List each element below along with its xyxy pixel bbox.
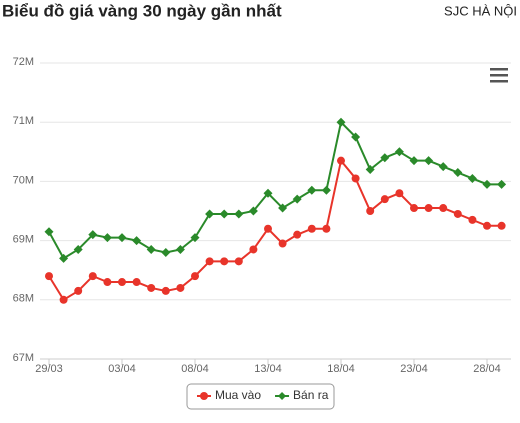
point: [88, 272, 97, 281]
point: [278, 239, 287, 248]
x-tick-label: 08/04: [181, 363, 209, 375]
point: [74, 286, 83, 295]
legend-item[interactable]: Bán ra: [275, 388, 329, 402]
point: [102, 233, 112, 243]
x-tick-label: 29/03: [35, 363, 63, 375]
point: [205, 257, 214, 266]
legend-marker: [200, 392, 208, 400]
point: [205, 209, 215, 219]
point: [118, 278, 126, 287]
point: [380, 195, 389, 204]
point: [497, 221, 506, 230]
point: [351, 132, 361, 142]
y-tick-label: 71M: [13, 115, 34, 127]
point: [263, 188, 273, 198]
point: [292, 194, 302, 204]
point: [467, 173, 477, 183]
x-tick-label: 28/04: [473, 363, 501, 375]
x-tick-label: 18/04: [327, 363, 355, 375]
point: [234, 209, 244, 219]
point: [424, 156, 434, 166]
point: [147, 283, 156, 292]
point: [307, 224, 316, 233]
point: [161, 247, 171, 257]
point: [293, 230, 302, 239]
point: [264, 224, 272, 233]
point: [103, 278, 112, 287]
point: [409, 156, 419, 166]
point: [410, 204, 418, 213]
chart-subtitle: SJC HÀ NỘI: [444, 3, 517, 18]
x-tick-label: 23/04: [400, 363, 428, 375]
legend-marker: [278, 392, 287, 400]
point: [59, 253, 69, 263]
chart-title: Biểu đồ giá vàng 30 ngày gần nhất: [2, 1, 282, 20]
y-tick-label: 69M: [13, 234, 34, 246]
point: [146, 244, 156, 254]
point: [132, 278, 141, 287]
point: [424, 204, 433, 213]
x-tick-label: 03/04: [108, 363, 136, 375]
y-tick-label: 70M: [13, 174, 34, 186]
point: [482, 179, 492, 189]
point: [438, 162, 448, 172]
point: [176, 283, 185, 292]
point: [249, 245, 258, 254]
point: [175, 244, 185, 254]
point: [117, 233, 127, 243]
legend-label: Mua vào: [215, 388, 261, 402]
point: [234, 257, 243, 266]
point: [307, 185, 317, 195]
point: [278, 203, 288, 213]
legend-item[interactable]: Mua vào: [197, 388, 261, 402]
point: [88, 230, 98, 240]
point: [394, 147, 404, 157]
point: [248, 206, 258, 216]
y-tick-label: 67M: [13, 352, 34, 364]
y-tick-label: 72M: [13, 56, 34, 68]
series-line: [48, 120, 502, 260]
point: [439, 204, 448, 213]
point: [132, 236, 142, 246]
point: [44, 227, 54, 237]
point: [351, 174, 360, 183]
point: [190, 233, 200, 243]
menu-icon[interactable]: [490, 68, 508, 83]
point: [337, 156, 345, 165]
point: [59, 295, 68, 304]
point: [45, 272, 53, 281]
point: [453, 209, 462, 218]
point: [322, 224, 331, 233]
x-tick-label: 13/04: [254, 363, 282, 375]
point: [220, 257, 229, 266]
point: [453, 168, 463, 178]
point: [73, 244, 83, 254]
point: [336, 117, 346, 127]
point: [497, 179, 507, 189]
point: [468, 215, 477, 224]
point: [219, 209, 229, 219]
legend-box: [186, 383, 335, 410]
point: [365, 165, 375, 175]
y-tick-label: 68M: [13, 293, 34, 305]
point: [191, 272, 199, 281]
legend-label: Bán ra: [293, 388, 329, 402]
point: [483, 221, 491, 230]
point: [161, 286, 170, 295]
point: [366, 207, 375, 215]
point: [380, 153, 390, 163]
point: [395, 189, 404, 198]
point: [321, 185, 331, 195]
